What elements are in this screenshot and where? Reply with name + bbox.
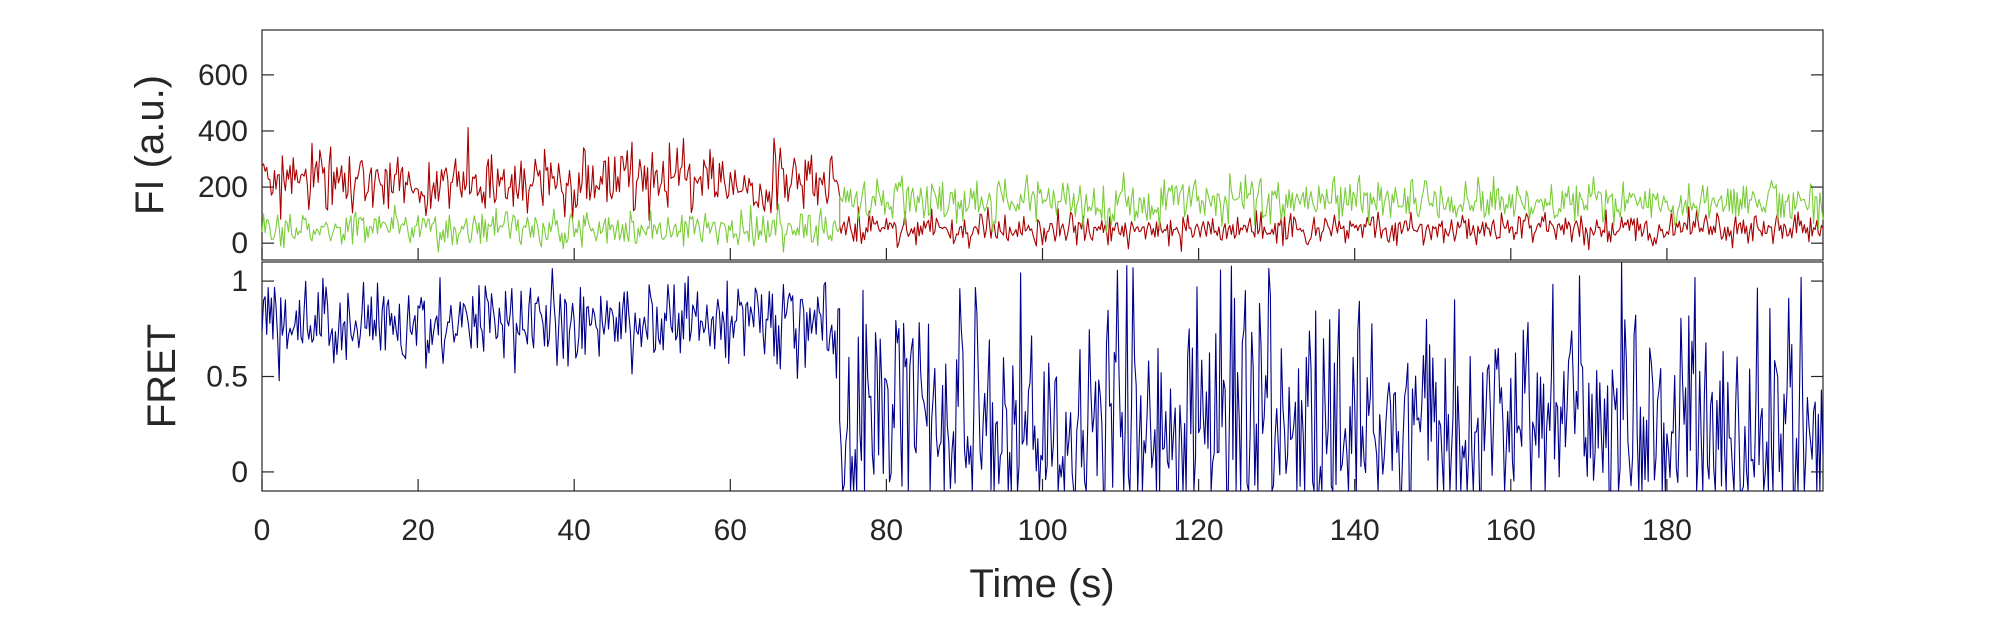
fluorescence-y-axis-label: FI (a.u.) bbox=[128, 75, 172, 215]
x-tick-label: 0 bbox=[254, 514, 271, 547]
x-tick-label: 140 bbox=[1330, 514, 1380, 547]
y-tick-label: 600 bbox=[198, 59, 248, 92]
fluorescence-trace-0 bbox=[261, 127, 1824, 252]
x-tick-label: 40 bbox=[558, 514, 591, 547]
fret-y-ticks: 00.51 bbox=[206, 265, 1823, 489]
x-tick-label: 80 bbox=[870, 514, 903, 547]
fret-traces bbox=[261, 261, 1824, 492]
x-tick-label: 100 bbox=[1017, 514, 1067, 547]
fluorescence-panel: 0 200 400 600 FI (a.u.) bbox=[128, 29, 1824, 261]
time-x-ticks: 0 20 40 60 80 100 120 140 160 180 bbox=[254, 248, 1692, 547]
x-tick-label: 180 bbox=[1642, 514, 1692, 547]
fret-trace-0 bbox=[261, 261, 1824, 492]
fret-y-axis-label: FRET bbox=[140, 324, 184, 428]
x-tick-label: 20 bbox=[401, 514, 434, 547]
fluorescence-traces bbox=[261, 127, 1824, 253]
x-tick-label: 120 bbox=[1174, 514, 1224, 547]
y-tick-label: 200 bbox=[198, 171, 248, 204]
fret-panel: 00.51 0 20 40 60 80 100 120 140 160 180 FRET Time… bbox=[140, 248, 1824, 606]
y-tick-label: 0.5 bbox=[206, 361, 248, 394]
x-tick-label: 60 bbox=[714, 514, 747, 547]
fluorescence-trace-1 bbox=[261, 172, 1824, 253]
y-tick-label: 400 bbox=[198, 115, 248, 148]
y-tick-label: 1 bbox=[231, 265, 248, 298]
y-tick-label: 0 bbox=[231, 227, 248, 260]
y-tick-label: 0 bbox=[231, 456, 248, 489]
time-x-axis-label: Time (s) bbox=[969, 562, 1114, 606]
fluorescence-y-ticks: 0 200 400 600 bbox=[198, 59, 1823, 260]
x-tick-label: 160 bbox=[1486, 514, 1536, 547]
